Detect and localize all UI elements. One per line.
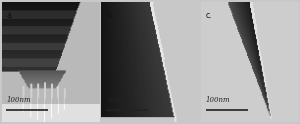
Text: a.: a. xyxy=(6,11,14,20)
Text: c.: c. xyxy=(206,11,212,20)
Text: 100nm: 100nm xyxy=(206,96,230,104)
Text: b.: b. xyxy=(106,11,113,20)
Text: 100nm: 100nm xyxy=(6,96,31,104)
Text: 100nm: 100nm xyxy=(106,96,131,104)
